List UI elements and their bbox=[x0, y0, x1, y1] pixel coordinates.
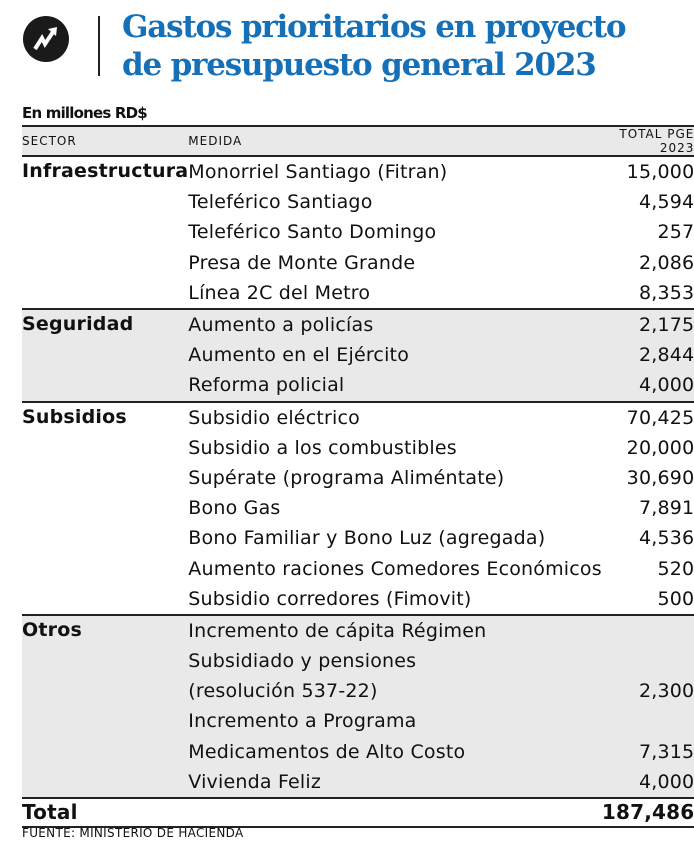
total-cell: 4,000 bbox=[601, 370, 694, 402]
total-cell: 2,844 bbox=[601, 340, 694, 371]
total-cell: 8,353 bbox=[638, 281, 694, 304]
source-note: FUENTE: MINISTERIO DE HACIENDA bbox=[22, 826, 244, 840]
medida-cell: Bono Gas bbox=[188, 497, 281, 520]
medida-cell: Bono Familiar y Bono Luz (agregada) bbox=[188, 527, 546, 550]
table-row: Reforma policial 4,000 bbox=[22, 370, 694, 402]
total-cell bbox=[601, 614, 694, 646]
table-row: Subsidiado y pensiones bbox=[22, 646, 694, 677]
total-label: Total bbox=[22, 797, 189, 828]
total-cell: 2,086 bbox=[638, 251, 694, 274]
table-row: (resolución 537-22) 2,300 bbox=[22, 676, 694, 707]
table-row: Subsidio corredores (Fimovit) 500 bbox=[22, 584, 694, 615]
table-row: Infraestructura Monorriel Santiago (Fitra… bbox=[22, 156, 694, 187]
medida-cell: Aumento a policías bbox=[188, 308, 602, 341]
medida-cell: Presa de Monte Grande bbox=[188, 251, 416, 274]
medida-cell: Subsidiado y pensiones bbox=[188, 646, 602, 677]
budget-table: SECTOR MEDIDA TOTAL PGE 2023 Infraestruc… bbox=[22, 125, 694, 828]
table-row: Seguridad Aumento a policías 2,175 bbox=[22, 308, 694, 402]
medida-cell: (resolución 537-22) bbox=[188, 676, 602, 707]
medida-cell: Subsidio eléctrico bbox=[188, 406, 360, 429]
divider bbox=[98, 16, 100, 76]
sector-label: Subsidios bbox=[22, 405, 127, 428]
header-medida: MEDIDA bbox=[188, 125, 602, 157]
total-cell bbox=[601, 646, 694, 677]
section-infraestructura: Infraestructura Monorriel Santiago (Fitra… bbox=[22, 156, 694, 309]
table-row: Bono Familiar y Bono Luz (agregada) 4,536 bbox=[22, 523, 694, 553]
table-row: Incremento a Programa bbox=[22, 706, 694, 737]
total-cell: 4,594 bbox=[638, 191, 694, 214]
medida-cell: Medicamentos de Alto Costo bbox=[188, 736, 602, 767]
page-title: Gastos prioritarios en proyecto de presu… bbox=[122, 9, 627, 83]
total-row: Total 187,486 bbox=[22, 797, 694, 828]
medida-cell: Subsidio a los combustibles bbox=[188, 436, 457, 459]
total-cell: 2,300 bbox=[601, 676, 694, 707]
sector-label: Otros bbox=[22, 614, 189, 798]
total-cell: 7,315 bbox=[601, 736, 694, 767]
table-row: Otros Incremento de cápita Régimen bbox=[22, 614, 694, 798]
total-cell: 7,891 bbox=[638, 497, 694, 520]
medida-cell: Subsidio corredores (Fimovit) bbox=[188, 587, 472, 610]
medida-cell: Incremento a Programa bbox=[188, 706, 602, 737]
header-total: TOTAL PGE 2023 bbox=[601, 125, 694, 157]
table-row: Subsidio a los combustibles 20,000 bbox=[22, 433, 694, 463]
table-row: Supérate (programa Aliméntate) 30,690 bbox=[22, 463, 694, 493]
medida-cell: Línea 2C del Metro bbox=[188, 281, 371, 304]
total-value: 187,486 bbox=[601, 797, 694, 828]
total-cell bbox=[601, 706, 694, 737]
table-header: SECTOR MEDIDA TOTAL PGE 2023 bbox=[22, 125, 694, 157]
table-row: Subsidios Subsidio eléctrico 70,425 bbox=[22, 402, 694, 433]
total-cell: 520 bbox=[657, 557, 694, 580]
table-row: Medicamentos de Alto Costo 7,315 bbox=[22, 736, 694, 767]
total-cell: 500 bbox=[657, 587, 694, 610]
table-row: Bono Gas 7,891 bbox=[22, 493, 694, 523]
total-cell: 30,690 bbox=[626, 466, 694, 489]
table-row: Vivienda Feliz 4,000 bbox=[22, 766, 694, 798]
table-row: Teleférico Santo Domingo 257 bbox=[22, 217, 694, 247]
medida-cell: Incremento de cápita Régimen bbox=[188, 614, 602, 646]
medida-cell: Reforma policial bbox=[188, 370, 602, 402]
sector-label: Infraestructura bbox=[22, 160, 189, 182]
total-cell: 4,536 bbox=[638, 527, 694, 550]
medida-cell: Monorriel Santiago (Fitran) bbox=[188, 161, 448, 184]
section-subsidios: Subsidios Subsidio eléctrico 70,425 Subsidi… bbox=[22, 402, 694, 615]
medida-cell: Supérate (programa Aliméntate) bbox=[188, 466, 505, 489]
table-row: Aumento en el Ejército 2,844 bbox=[22, 340, 694, 371]
medida-cell: Aumento en el Ejército bbox=[188, 340, 602, 371]
table-row: Aumento raciones Comedores Económicos 520 bbox=[22, 553, 694, 583]
table-row: Presa de Monte Grande 2,086 bbox=[22, 248, 694, 278]
section-otros: Otros Incremento de cápita Régimen Subsidi… bbox=[22, 614, 694, 798]
table-row: Línea 2C del Metro 8,353 bbox=[22, 278, 694, 309]
section-seguridad: Seguridad Aumento a policías 2,175 Aumento … bbox=[22, 308, 694, 402]
total-cell: 2,175 bbox=[601, 308, 694, 341]
total-cell: 257 bbox=[657, 221, 694, 244]
header-sector: SECTOR bbox=[22, 125, 189, 157]
table-row: Teleférico Santiago 4,594 bbox=[22, 187, 694, 217]
total-cell: 20,000 bbox=[626, 436, 694, 459]
units-label: En millones RD$ bbox=[22, 104, 148, 122]
medida-cell: Aumento raciones Comedores Económicos bbox=[188, 557, 602, 580]
sector-label: Seguridad bbox=[22, 308, 189, 402]
total-cell: 4,000 bbox=[601, 766, 694, 798]
total-cell: 15,000 bbox=[626, 161, 694, 184]
medida-cell: Vivienda Feliz bbox=[188, 766, 602, 798]
total-cell: 70,425 bbox=[626, 406, 694, 429]
brand-logo-icon bbox=[23, 16, 69, 62]
medida-cell: Teleférico Santiago bbox=[188, 191, 373, 214]
medida-cell: Teleférico Santo Domingo bbox=[188, 221, 437, 244]
